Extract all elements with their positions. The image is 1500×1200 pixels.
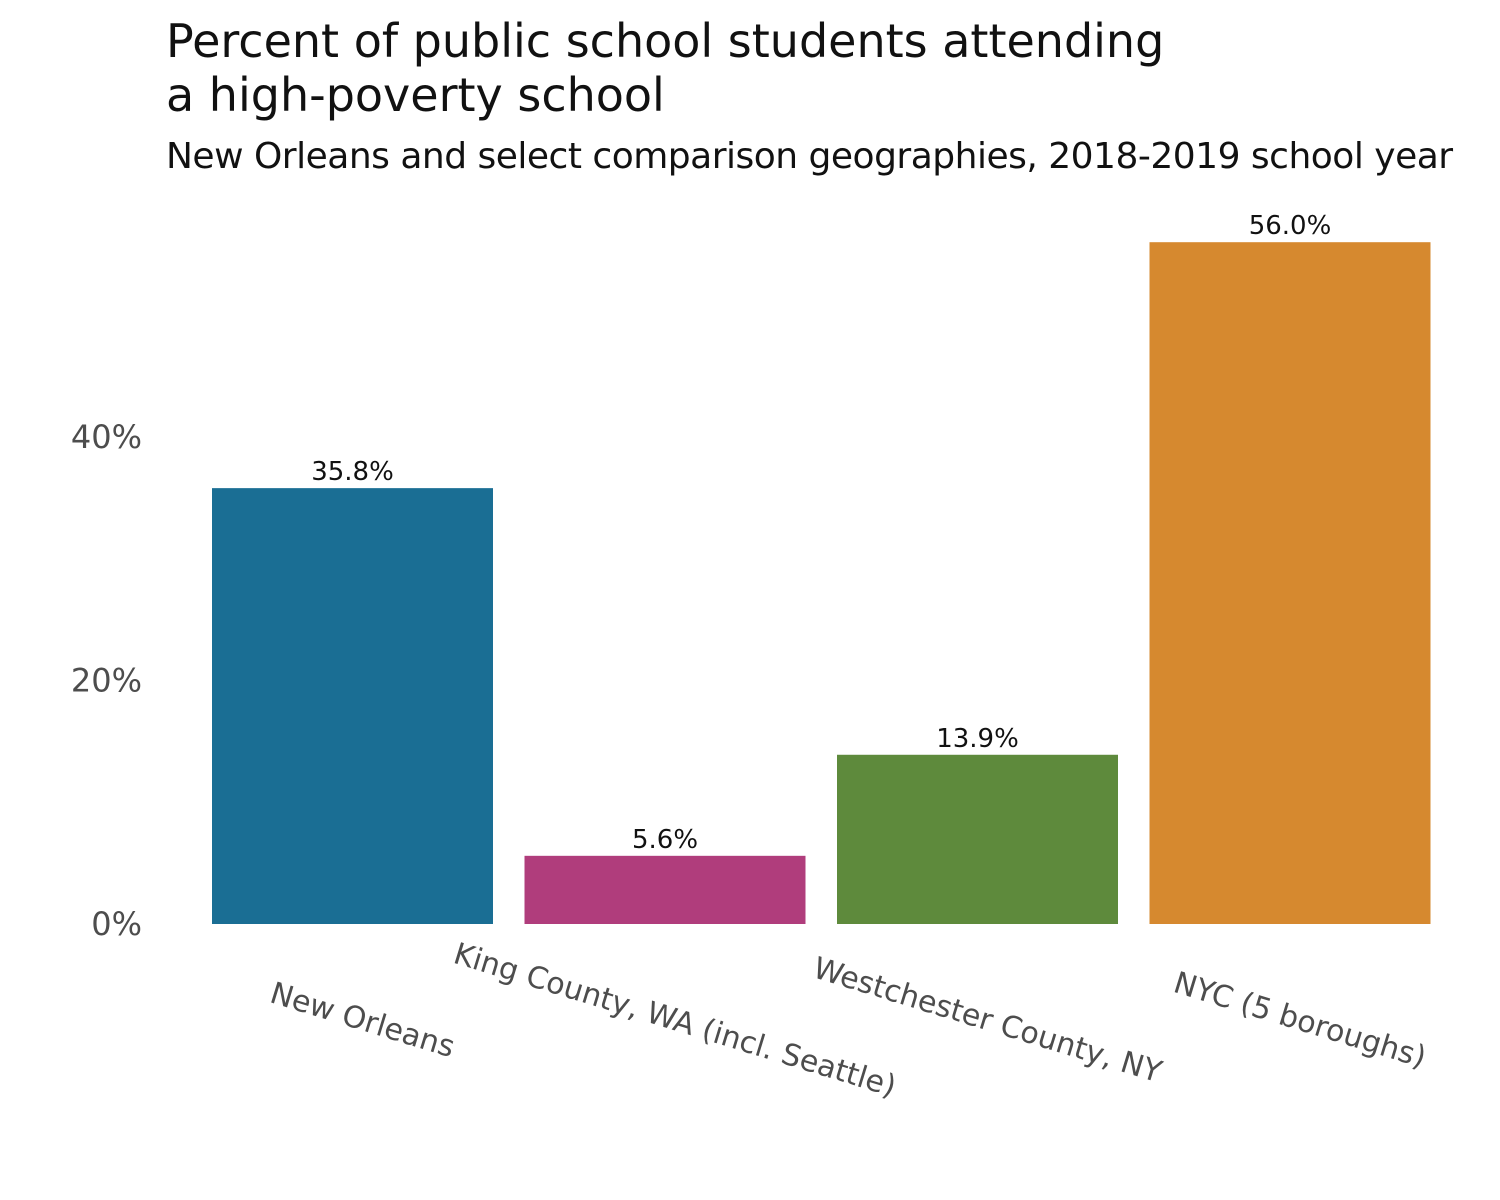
data-label: 56.0% bbox=[1249, 211, 1332, 241]
bar bbox=[837, 754, 1118, 924]
chart-title-line-2: a high-poverty school bbox=[166, 68, 665, 122]
x-tick-label: NYC (5 boroughs) bbox=[1170, 965, 1431, 1075]
data-label: 13.9% bbox=[936, 724, 1019, 754]
data-label: 5.6% bbox=[632, 825, 698, 855]
bar bbox=[524, 855, 806, 924]
chart-title: Percent of public school students attend… bbox=[166, 14, 1164, 122]
x-tick-label: New Orleans bbox=[266, 976, 459, 1065]
chart-subtitle: New Orleans and select comparison geogra… bbox=[166, 136, 1453, 177]
bar bbox=[1149, 242, 1431, 924]
chart-title-line-1: Percent of public school students attend… bbox=[166, 14, 1165, 68]
bar bbox=[212, 488, 493, 924]
y-tick-label: 0% bbox=[91, 905, 142, 943]
y-tick-label: 20% bbox=[71, 662, 142, 700]
data-label: 35.8% bbox=[311, 457, 394, 487]
y-tick-label: 40% bbox=[71, 418, 142, 456]
